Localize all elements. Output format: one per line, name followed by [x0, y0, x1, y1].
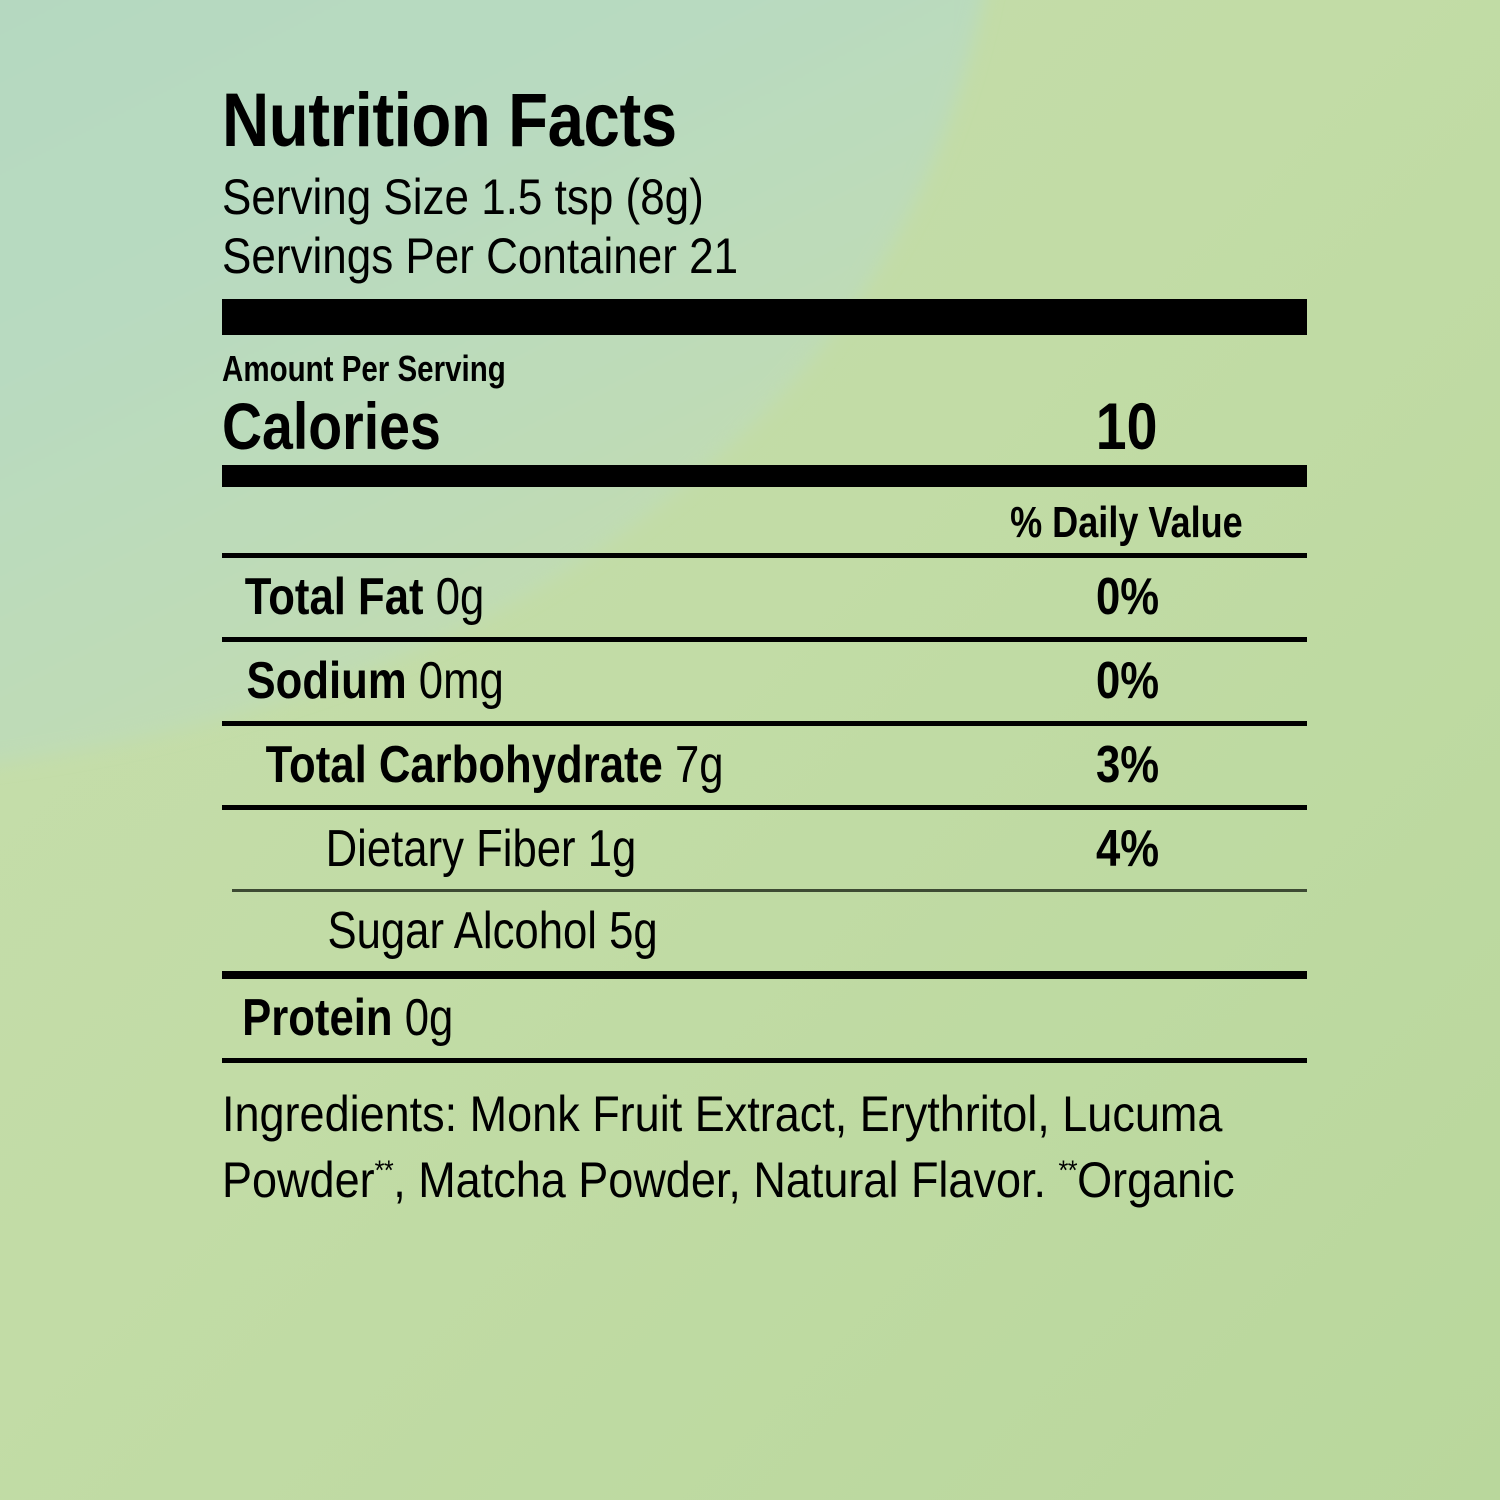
- divider-thick-header: [222, 299, 1307, 336]
- nutrient-amount: 0mg: [406, 652, 504, 711]
- nutrient-name: Sodium 0mg: [247, 655, 504, 707]
- table-row: Protein 0g: [222, 979, 1307, 1058]
- nutrient-daily-value: 3%: [1095, 736, 1159, 795]
- ingredients-text: Ingredients: Monk Fruit Extract, Erythri…: [222, 1081, 1293, 1213]
- serving-info: Serving Size 1.5 tsp (8g) Servings Per C…: [222, 168, 1307, 285]
- nutrient-amount: 7g: [662, 736, 724, 795]
- table-row: Total Fat 0g 0%: [222, 558, 1307, 637]
- nutrient-daily-value: 0%: [1095, 568, 1159, 627]
- nutrient-amount: Dietary Fiber 1g: [325, 820, 637, 879]
- serving-size: Serving Size 1.5 tsp (8g): [222, 169, 704, 226]
- daily-value-header-row: % Daily Value: [222, 501, 1307, 545]
- amount-per-serving-label: Amount Per Serving: [222, 348, 506, 390]
- nutrient-name: Total Fat 0g: [245, 571, 484, 623]
- calories-label: Calories: [222, 389, 441, 464]
- page-title: Nutrition Facts: [222, 78, 677, 163]
- ingredients-suffix: Organic: [1077, 1152, 1235, 1209]
- calories-value: 10: [1095, 389, 1157, 464]
- nutrient-amount: 0g: [392, 989, 454, 1048]
- divider-after-sodium: [222, 721, 1307, 727]
- table-row: Dietary Fiber 1g 4%: [222, 810, 1307, 889]
- divider-after-dietary-fiber: [232, 889, 1307, 893]
- nutrient-name-bold: Sodium: [246, 652, 407, 711]
- nutrient-amount: 0g: [423, 568, 485, 627]
- nutrient-daily-value: 0%: [1095, 652, 1159, 711]
- nutrient-name-bold: Total Carbohydrate: [265, 736, 663, 795]
- organic-marker-2: **: [1058, 1155, 1078, 1187]
- nutrient-amount: Sugar Alcohol 5g: [327, 902, 658, 961]
- divider-after-total-fat: [222, 637, 1307, 643]
- divider-before-total-fat: [222, 553, 1307, 559]
- servings-per-container: Servings Per Container 21: [222, 227, 739, 284]
- nutrient-name: Protein 0g: [242, 992, 453, 1044]
- nutrient-name-bold: Total Fat: [244, 568, 424, 627]
- calories-row: Calories 10: [222, 393, 1307, 459]
- nutrient-name: Total Carbohydrate 7g: [266, 739, 724, 791]
- table-row: Sodium 0mg 0%: [222, 642, 1307, 721]
- daily-value-header: % Daily Value: [1010, 498, 1243, 548]
- nutrient-daily-value: 4%: [1095, 820, 1159, 879]
- divider-after-total-carbohydrate: [222, 805, 1307, 811]
- divider-after-protein: [222, 1058, 1307, 1064]
- nutrient-name: Dietary Fiber 1g: [326, 823, 637, 875]
- nutrient-name: Sugar Alcohol 5g: [327, 905, 657, 957]
- divider-after-calories: [222, 465, 1307, 488]
- ingredients-middle: , Matcha Powder, Natural Flavor.: [393, 1152, 1059, 1209]
- ingredients-prefix: Ingredients: Monk Fruit Extract, Erythri…: [222, 1086, 1223, 1209]
- divider-after-sugar-alcohol: [222, 971, 1307, 980]
- nutrition-panel: Nutrition Facts Serving Size 1.5 tsp (8g…: [222, 78, 1307, 1213]
- table-row: Sugar Alcohol 5g: [222, 892, 1307, 971]
- organic-marker-1: **: [374, 1155, 394, 1187]
- table-row: Total Carbohydrate 7g 3%: [222, 726, 1307, 805]
- nutrient-name-bold: Protein: [242, 989, 393, 1048]
